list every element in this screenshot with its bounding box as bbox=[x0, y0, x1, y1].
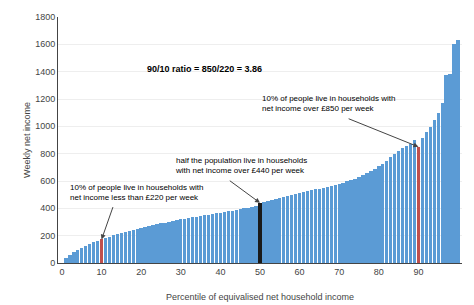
svg-text:40: 40 bbox=[215, 267, 225, 277]
svg-text:10% of people live in househol: 10% of people live in households withnet… bbox=[262, 94, 395, 113]
svg-text:Weekly net income: Weekly net income bbox=[22, 102, 32, 178]
svg-text:90: 90 bbox=[413, 267, 423, 277]
svg-text:200: 200 bbox=[40, 231, 55, 241]
svg-text:1000: 1000 bbox=[35, 121, 55, 131]
svg-text:20: 20 bbox=[136, 267, 146, 277]
svg-text:half the population live in ho: half the population live in householdswi… bbox=[175, 156, 307, 175]
svg-text:1200: 1200 bbox=[35, 94, 55, 104]
svg-text:0: 0 bbox=[50, 258, 55, 268]
svg-text:600: 600 bbox=[40, 176, 55, 186]
svg-text:10% of people live in househol: 10% of people live in households withnet… bbox=[70, 183, 203, 202]
svg-text:1600: 1600 bbox=[35, 39, 55, 49]
svg-text:400: 400 bbox=[40, 203, 55, 213]
svg-text:1800: 1800 bbox=[35, 12, 55, 22]
svg-text:50: 50 bbox=[255, 267, 265, 277]
svg-text:30: 30 bbox=[176, 267, 186, 277]
svg-text:800: 800 bbox=[40, 149, 55, 159]
svg-text:0: 0 bbox=[59, 267, 64, 277]
svg-text:1400: 1400 bbox=[35, 67, 55, 77]
svg-text:90/10 ratio = 850/220 = 3.86: 90/10 ratio = 850/220 = 3.86 bbox=[147, 64, 262, 74]
svg-text:10: 10 bbox=[97, 267, 107, 277]
svg-text:Percentile of equivalised net: Percentile of equivalised net household … bbox=[166, 292, 354, 302]
svg-text:70: 70 bbox=[334, 267, 344, 277]
svg-text:80: 80 bbox=[374, 267, 384, 277]
svg-text:60: 60 bbox=[295, 267, 305, 277]
